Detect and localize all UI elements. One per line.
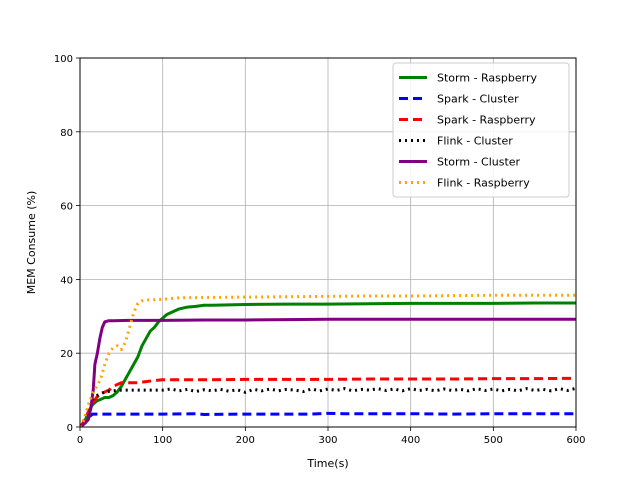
legend-box <box>392 62 570 198</box>
x-axis-label: Time(s) <box>306 457 348 470</box>
legend-label: Storm - Cluster <box>437 156 521 169</box>
series-line-1 <box>80 411 576 427</box>
y-tick-label: 100 <box>54 54 73 65</box>
y-tick-label: 20 <box>60 349 73 360</box>
series-line-4 <box>80 317 576 427</box>
legend: Storm - Raspberry Spark - Cluster Spark - … <box>392 62 570 198</box>
plot-area <box>80 293 576 427</box>
series-layer <box>80 293 576 427</box>
legend-label: Flink - Cluster <box>437 135 513 148</box>
axis-ticks: 0 100 200 300 400 500 600 0 20 40 60 80 100 <box>54 54 586 446</box>
x-tick-label: 400 <box>401 435 420 446</box>
y-tick-label: 0 <box>67 423 73 434</box>
y-tick-label: 80 <box>60 128 73 139</box>
legend-label: Flink - Raspberry <box>437 177 530 190</box>
legend-label: Spark - Cluster <box>437 93 519 106</box>
x-tick-label: 300 <box>318 435 337 446</box>
x-tick-label: 100 <box>153 435 172 446</box>
x-tick-label: 200 <box>236 435 255 446</box>
series-line-5 <box>80 293 576 427</box>
x-tick-label: 600 <box>566 435 585 446</box>
y-tick-label: 60 <box>60 202 73 213</box>
x-tick-label: 0 <box>77 435 83 446</box>
legend-label: Spark - Raspberry <box>437 114 536 127</box>
x-tick-label: 500 <box>484 435 503 446</box>
series-line-3 <box>80 386 576 427</box>
y-tick-label: 40 <box>60 275 73 286</box>
legend-label: Storm - Raspberry <box>437 72 537 85</box>
y-axis-label: MEM Consume (%) <box>25 191 38 295</box>
